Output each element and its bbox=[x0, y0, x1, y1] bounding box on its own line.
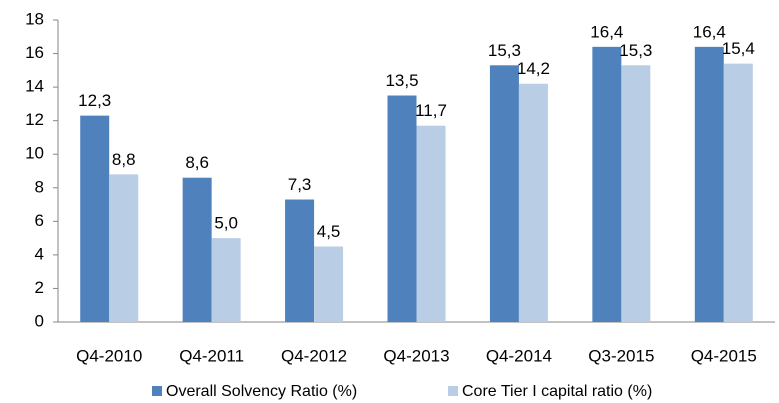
bar bbox=[387, 95, 417, 322]
data-label: 16,4 bbox=[590, 22, 623, 41]
data-label: 16,4 bbox=[693, 22, 726, 41]
y-tick-label: 6 bbox=[35, 211, 44, 230]
bar bbox=[314, 246, 344, 322]
data-label: 8,6 bbox=[185, 153, 209, 172]
data-label: 13,5 bbox=[385, 71, 418, 90]
x-tick-label: Q4-2011 bbox=[179, 346, 244, 365]
legend-label: Core Tier I capital ratio (%) bbox=[462, 383, 652, 400]
bar bbox=[211, 238, 241, 322]
bar bbox=[723, 63, 753, 322]
data-label: 15,3 bbox=[488, 41, 521, 60]
legend-label: Overall Solvency Ratio (%) bbox=[166, 383, 357, 400]
x-tick-label: Q4-2015 bbox=[691, 346, 757, 365]
bar bbox=[182, 177, 212, 322]
x-tick-label: Q4-2012 bbox=[281, 346, 347, 365]
bar bbox=[489, 65, 519, 323]
y-tick-label: 2 bbox=[35, 278, 44, 297]
bar bbox=[80, 115, 110, 322]
bar bbox=[621, 65, 651, 323]
y-tick-label: 0 bbox=[35, 311, 44, 330]
y-tick-label: 18 bbox=[25, 9, 44, 28]
data-label: 12,3 bbox=[78, 91, 111, 110]
bar bbox=[416, 125, 446, 322]
data-label: 4,5 bbox=[317, 222, 341, 241]
bar bbox=[694, 46, 724, 322]
x-tick-label: Q4-2013 bbox=[383, 346, 449, 365]
bar bbox=[109, 174, 139, 322]
y-tick-label: 12 bbox=[25, 110, 44, 129]
data-label: 7,3 bbox=[288, 175, 312, 194]
bar bbox=[285, 199, 315, 322]
data-label: 15,3 bbox=[619, 41, 652, 60]
y-tick-label: 8 bbox=[35, 177, 44, 196]
data-label: 15,4 bbox=[722, 39, 755, 58]
legend-swatch bbox=[152, 386, 162, 396]
data-label: 8,8 bbox=[112, 150, 136, 169]
data-label: 5,0 bbox=[214, 214, 238, 233]
x-tick-label: Q4-2010 bbox=[76, 346, 142, 365]
y-tick-label: 14 bbox=[25, 77, 44, 96]
bar bbox=[518, 83, 548, 322]
y-tick-label: 16 bbox=[25, 43, 44, 62]
x-tick-label: Q4-2014 bbox=[486, 346, 552, 365]
bar bbox=[592, 46, 622, 322]
data-label: 14,2 bbox=[517, 59, 550, 78]
x-tick-label: Q3-2015 bbox=[588, 346, 654, 365]
y-tick-label: 10 bbox=[25, 144, 44, 163]
legend-swatch bbox=[448, 386, 458, 396]
y-tick-label: 4 bbox=[35, 244, 44, 263]
data-label: 11,7 bbox=[415, 101, 447, 120]
